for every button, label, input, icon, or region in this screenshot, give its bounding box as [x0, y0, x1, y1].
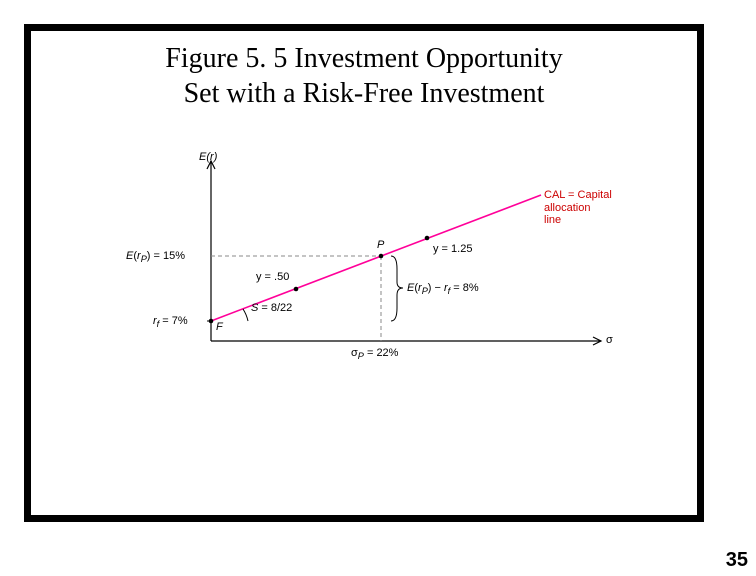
cal-label: CAL = Capitalallocationline [544, 189, 612, 227]
slope-arc [243, 309, 248, 321]
cal-chart: E(r) σ E(rP) = 15% rf = 7% y = .50 S = 8… [101, 151, 641, 381]
spread-brace [391, 256, 403, 321]
spread-label: E(rP) − rf = 8% [407, 282, 479, 296]
y50-label: y = .50 [256, 271, 289, 283]
point-y125 [425, 236, 430, 241]
point-p [379, 254, 384, 259]
point-p-label: P [377, 239, 384, 251]
y125-label: y = 1.25 [433, 243, 472, 255]
rf-7-label: rf = 7% [153, 315, 188, 329]
y-axis-label: E(r) [199, 151, 217, 163]
point-f [209, 319, 214, 324]
slope-label: S = 8/22 [251, 302, 292, 314]
x-axis-label: σ [606, 334, 613, 346]
slide-frame: Figure 5. 5 Investment Opportunity Set w… [24, 24, 704, 522]
slide-title: Figure 5. 5 Investment Opportunity Set w… [31, 41, 697, 111]
point-y50 [294, 287, 299, 292]
sigma-p-label: σP = 22% [351, 347, 398, 361]
page-number: 35 [726, 549, 748, 572]
title-line-2: Set with a Risk-Free Investment [31, 76, 697, 111]
erp-15-label: E(rP) = 15% [126, 250, 185, 264]
point-f-label: F [216, 321, 223, 333]
title-line-1: Figure 5. 5 Investment Opportunity [31, 41, 697, 76]
